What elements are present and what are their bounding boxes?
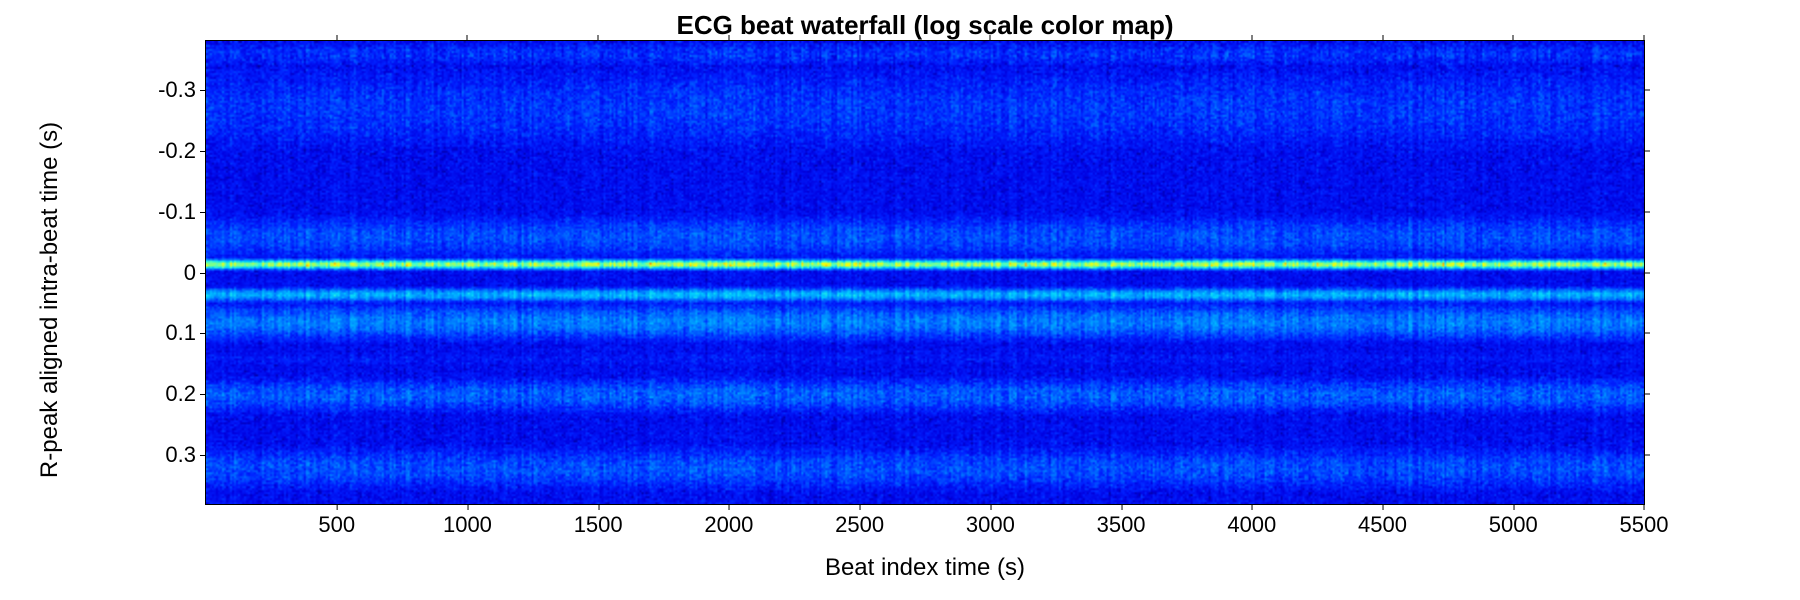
- x-tick: 4000: [1227, 504, 1276, 538]
- y-tick: -0.3: [158, 77, 206, 103]
- x-tick-mark-top: [728, 35, 729, 41]
- x-tick-mark-top: [859, 35, 860, 41]
- x-tick-mark-top: [1644, 35, 1645, 41]
- plot-area: -0.3-0.2-0.100.10.20.3500100015002000250…: [205, 40, 1645, 505]
- y-tick: 0.1: [165, 320, 206, 346]
- x-tick-mark-top: [336, 35, 337, 41]
- x-tick: 5500: [1620, 504, 1669, 538]
- x-tick: 1000: [443, 504, 492, 538]
- x-tick: 2500: [835, 504, 884, 538]
- y-axis-label: R-peak aligned intra-beat time (s): [36, 122, 64, 478]
- y-tick: -0.1: [158, 199, 206, 225]
- x-axis-label: Beat index time (s): [205, 554, 1645, 582]
- chart-title: ECG beat waterfall (log scale color map): [205, 10, 1645, 41]
- x-tick: 4500: [1358, 504, 1407, 538]
- x-tick-mark-top: [1251, 35, 1252, 41]
- y-tick-mark-right: [1644, 211, 1650, 212]
- x-tick-mark-top: [467, 35, 468, 41]
- x-tick-mark-top: [990, 35, 991, 41]
- x-tick: 1500: [574, 504, 623, 538]
- x-tick: 2000: [704, 504, 753, 538]
- x-tick-mark-top: [598, 35, 599, 41]
- y-tick-mark-right: [1644, 89, 1650, 90]
- y-tick-mark-right: [1644, 394, 1650, 395]
- x-tick: 500: [318, 504, 355, 538]
- y-tick: 0: [184, 260, 206, 286]
- y-tick-mark-right: [1644, 150, 1650, 151]
- heatmap-canvas: [206, 41, 1644, 504]
- x-tick-mark-top: [1513, 35, 1514, 41]
- x-tick-mark-top: [1382, 35, 1383, 41]
- x-tick-mark-top: [1121, 35, 1122, 41]
- x-tick: 3500: [1097, 504, 1146, 538]
- y-tick: 0.3: [165, 442, 206, 468]
- y-tick: -0.2: [158, 138, 206, 164]
- y-tick-mark-right: [1644, 333, 1650, 334]
- y-tick: 0.2: [165, 381, 206, 407]
- y-tick-mark-right: [1644, 455, 1650, 456]
- x-tick: 5000: [1489, 504, 1538, 538]
- y-tick-mark-right: [1644, 272, 1650, 273]
- plot-container: -0.3-0.2-0.100.10.20.3500100015002000250…: [205, 40, 1645, 505]
- x-tick: 3000: [966, 504, 1015, 538]
- y-axis-label-container: R-peak aligned intra-beat time (s): [30, 0, 70, 600]
